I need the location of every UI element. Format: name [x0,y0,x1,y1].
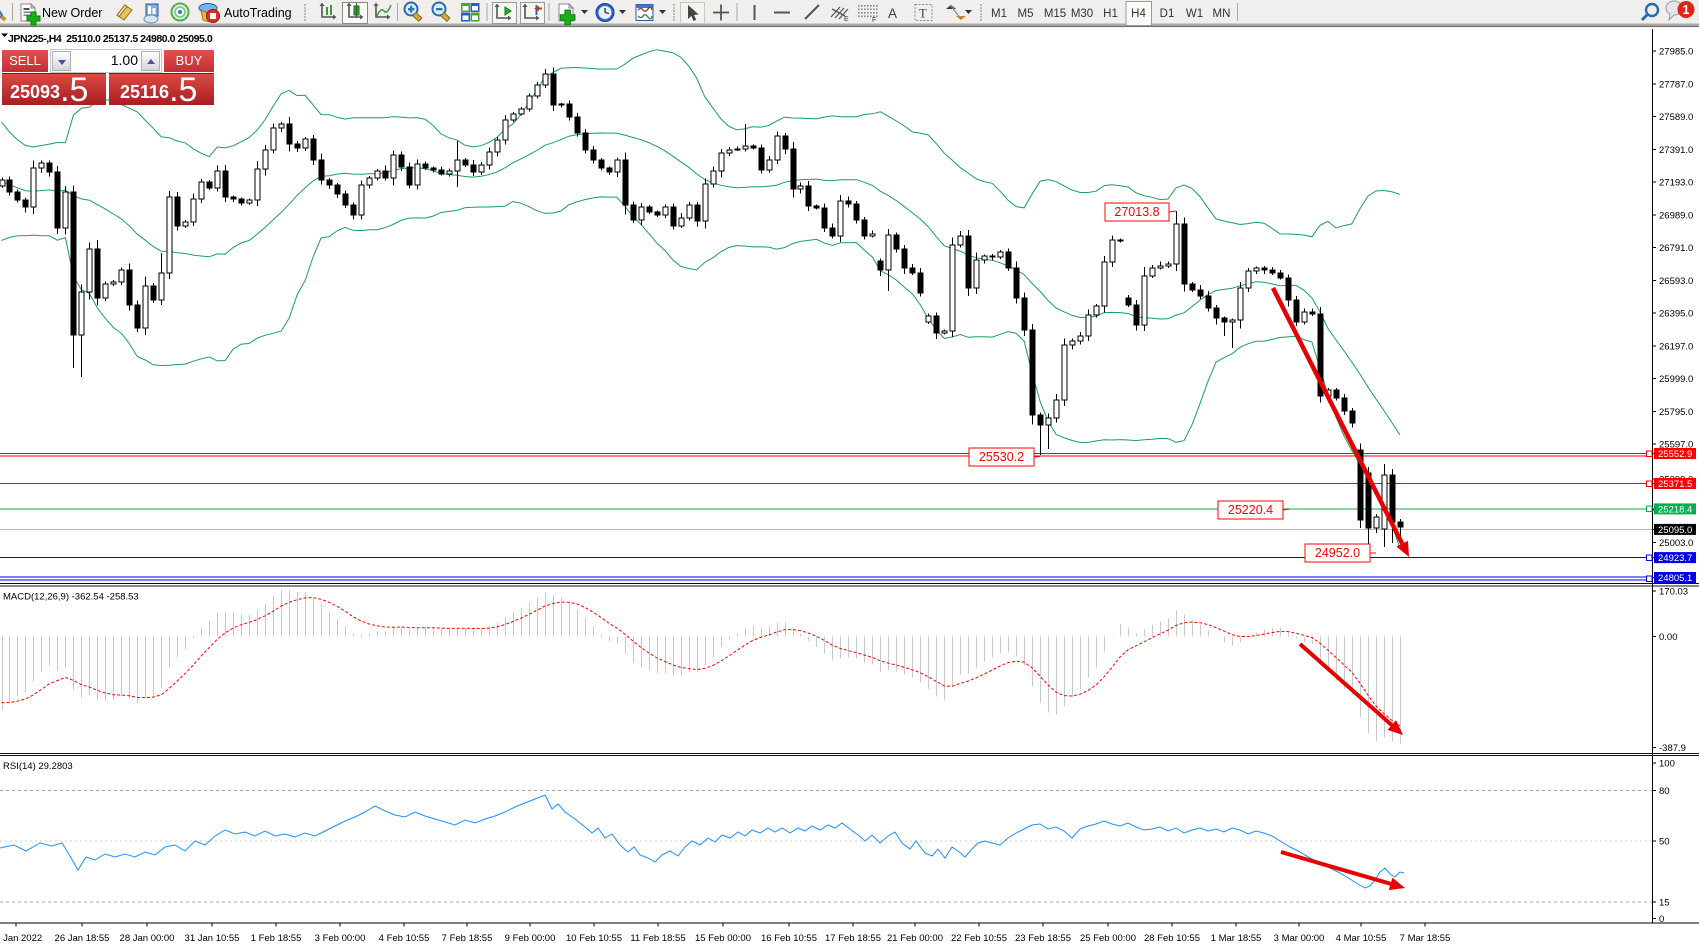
svg-text:H1: H1 [1103,8,1118,20]
svg-text:25795.0: 25795.0 [1659,407,1693,418]
svg-text:F: F [872,17,876,24]
svg-text:26593.0: 26593.0 [1659,276,1693,287]
svg-text:28 Feb 10:55: 28 Feb 10:55 [1144,933,1200,944]
svg-text:M30: M30 [1071,8,1093,20]
svg-text:23 Feb 18:55: 23 Feb 18:55 [1015,933,1071,944]
svg-text:D1: D1 [1160,8,1175,20]
svg-text:1 Mar 18:55: 1 Mar 18:55 [1211,933,1262,944]
svg-text:9 Feb 00:00: 9 Feb 00:00 [505,933,556,944]
svg-text:26791.0: 26791.0 [1659,243,1693,254]
svg-text:24952.0: 24952.0 [1315,546,1360,560]
svg-text:24923.7: 24923.7 [1658,553,1692,564]
svg-text:7 Feb 18:55: 7 Feb 18:55 [442,933,493,944]
svg-text:22 Feb 10:55: 22 Feb 10:55 [951,933,1007,944]
svg-text:15 Feb 00:00: 15 Feb 00:00 [695,933,751,944]
svg-text:RSI(14) 29.2803: RSI(14) 29.2803 [3,761,73,772]
svg-text:170.03: 170.03 [1659,587,1688,598]
svg-text:26989.0: 26989.0 [1659,210,1693,221]
svg-text:3 Mar 00:00: 3 Mar 00:00 [1274,933,1325,944]
svg-text:24805.1: 24805.1 [1658,573,1692,584]
svg-text:25552.9: 25552.9 [1658,449,1692,460]
svg-text:26197.0: 26197.0 [1659,341,1693,352]
svg-text:M1: M1 [991,8,1007,20]
svg-text:21 Feb 00:00: 21 Feb 00:00 [887,933,943,944]
svg-text:W1: W1 [1186,8,1203,20]
svg-text:27787.0: 27787.0 [1659,79,1693,90]
svg-text:-387.9: -387.9 [1659,743,1686,754]
svg-text:0: 0 [1659,914,1664,925]
svg-text:15: 15 [1659,898,1670,909]
svg-text:25003.0: 25003.0 [1659,538,1693,549]
svg-text:0.00: 0.00 [1659,632,1678,643]
svg-text:MACD(12,26,9) -362.54 -258.53: MACD(12,26,9) -362.54 -258.53 [3,592,139,603]
svg-text:7 Mar 18:55: 7 Mar 18:55 [1400,933,1451,944]
svg-text:T: T [919,7,927,21]
svg-text:17 Feb 18:55: 17 Feb 18:55 [825,933,881,944]
svg-text:27013.8: 27013.8 [1114,205,1159,219]
svg-text:MN: MN [1213,8,1231,20]
svg-text:27589.0: 27589.0 [1659,112,1693,123]
svg-text:1 Feb 18:55: 1 Feb 18:55 [251,933,302,944]
svg-text:31 Jan 10:55: 31 Jan 10:55 [185,933,240,944]
svg-text:M5: M5 [1018,8,1034,20]
svg-text:10 Feb 10:55: 10 Feb 10:55 [566,933,622,944]
svg-text:4 Feb 10:55: 4 Feb 10:55 [379,933,430,944]
svg-text:25597.0: 25597.0 [1659,440,1693,451]
svg-text:25999.0: 25999.0 [1659,374,1693,385]
svg-text:25 Feb 00:00: 25 Feb 00:00 [1080,933,1136,944]
svg-text:H4: H4 [1131,8,1146,20]
svg-text:100: 100 [1659,759,1675,770]
svg-text:AutoTrading: AutoTrading [224,6,292,20]
svg-text:25371.5: 25371.5 [1658,479,1692,490]
svg-text:25218.4: 25218.4 [1658,504,1692,515]
svg-text:11 Feb 18:55: 11 Feb 18:55 [630,933,685,944]
svg-text:25 Jan 2022: 25 Jan 2022 [0,933,42,944]
svg-text:JPN225-,H4 25110.0 25137.5 24: JPN225-,H4 25110.0 25137.5 24980.0 25095… [8,33,213,45]
svg-text:27985.0: 27985.0 [1659,47,1693,58]
svg-text:E: E [844,16,849,23]
svg-text:25220.4: 25220.4 [1228,503,1273,517]
svg-text:16 Feb 10:55: 16 Feb 10:55 [761,933,817,944]
svg-text:50: 50 [1659,837,1670,848]
svg-text:27193.0: 27193.0 [1659,178,1693,189]
svg-text:80: 80 [1659,786,1670,797]
svg-text:28 Jan 00:00: 28 Jan 00:00 [120,933,175,944]
svg-text:27391.0: 27391.0 [1659,145,1693,156]
svg-text:25530.2: 25530.2 [979,450,1024,464]
svg-text:M15: M15 [1044,8,1066,20]
svg-text:4 Mar 10:55: 4 Mar 10:55 [1336,933,1387,944]
svg-text:25095.0: 25095.0 [1658,525,1692,536]
svg-text:1: 1 [1683,3,1690,17]
svg-text:26395.0: 26395.0 [1659,309,1693,320]
svg-text:New Order: New Order [42,6,102,20]
svg-text:3 Feb 00:00: 3 Feb 00:00 [315,933,366,944]
svg-text:A: A [888,6,897,21]
svg-text:26 Jan 18:55: 26 Jan 18:55 [55,933,110,944]
